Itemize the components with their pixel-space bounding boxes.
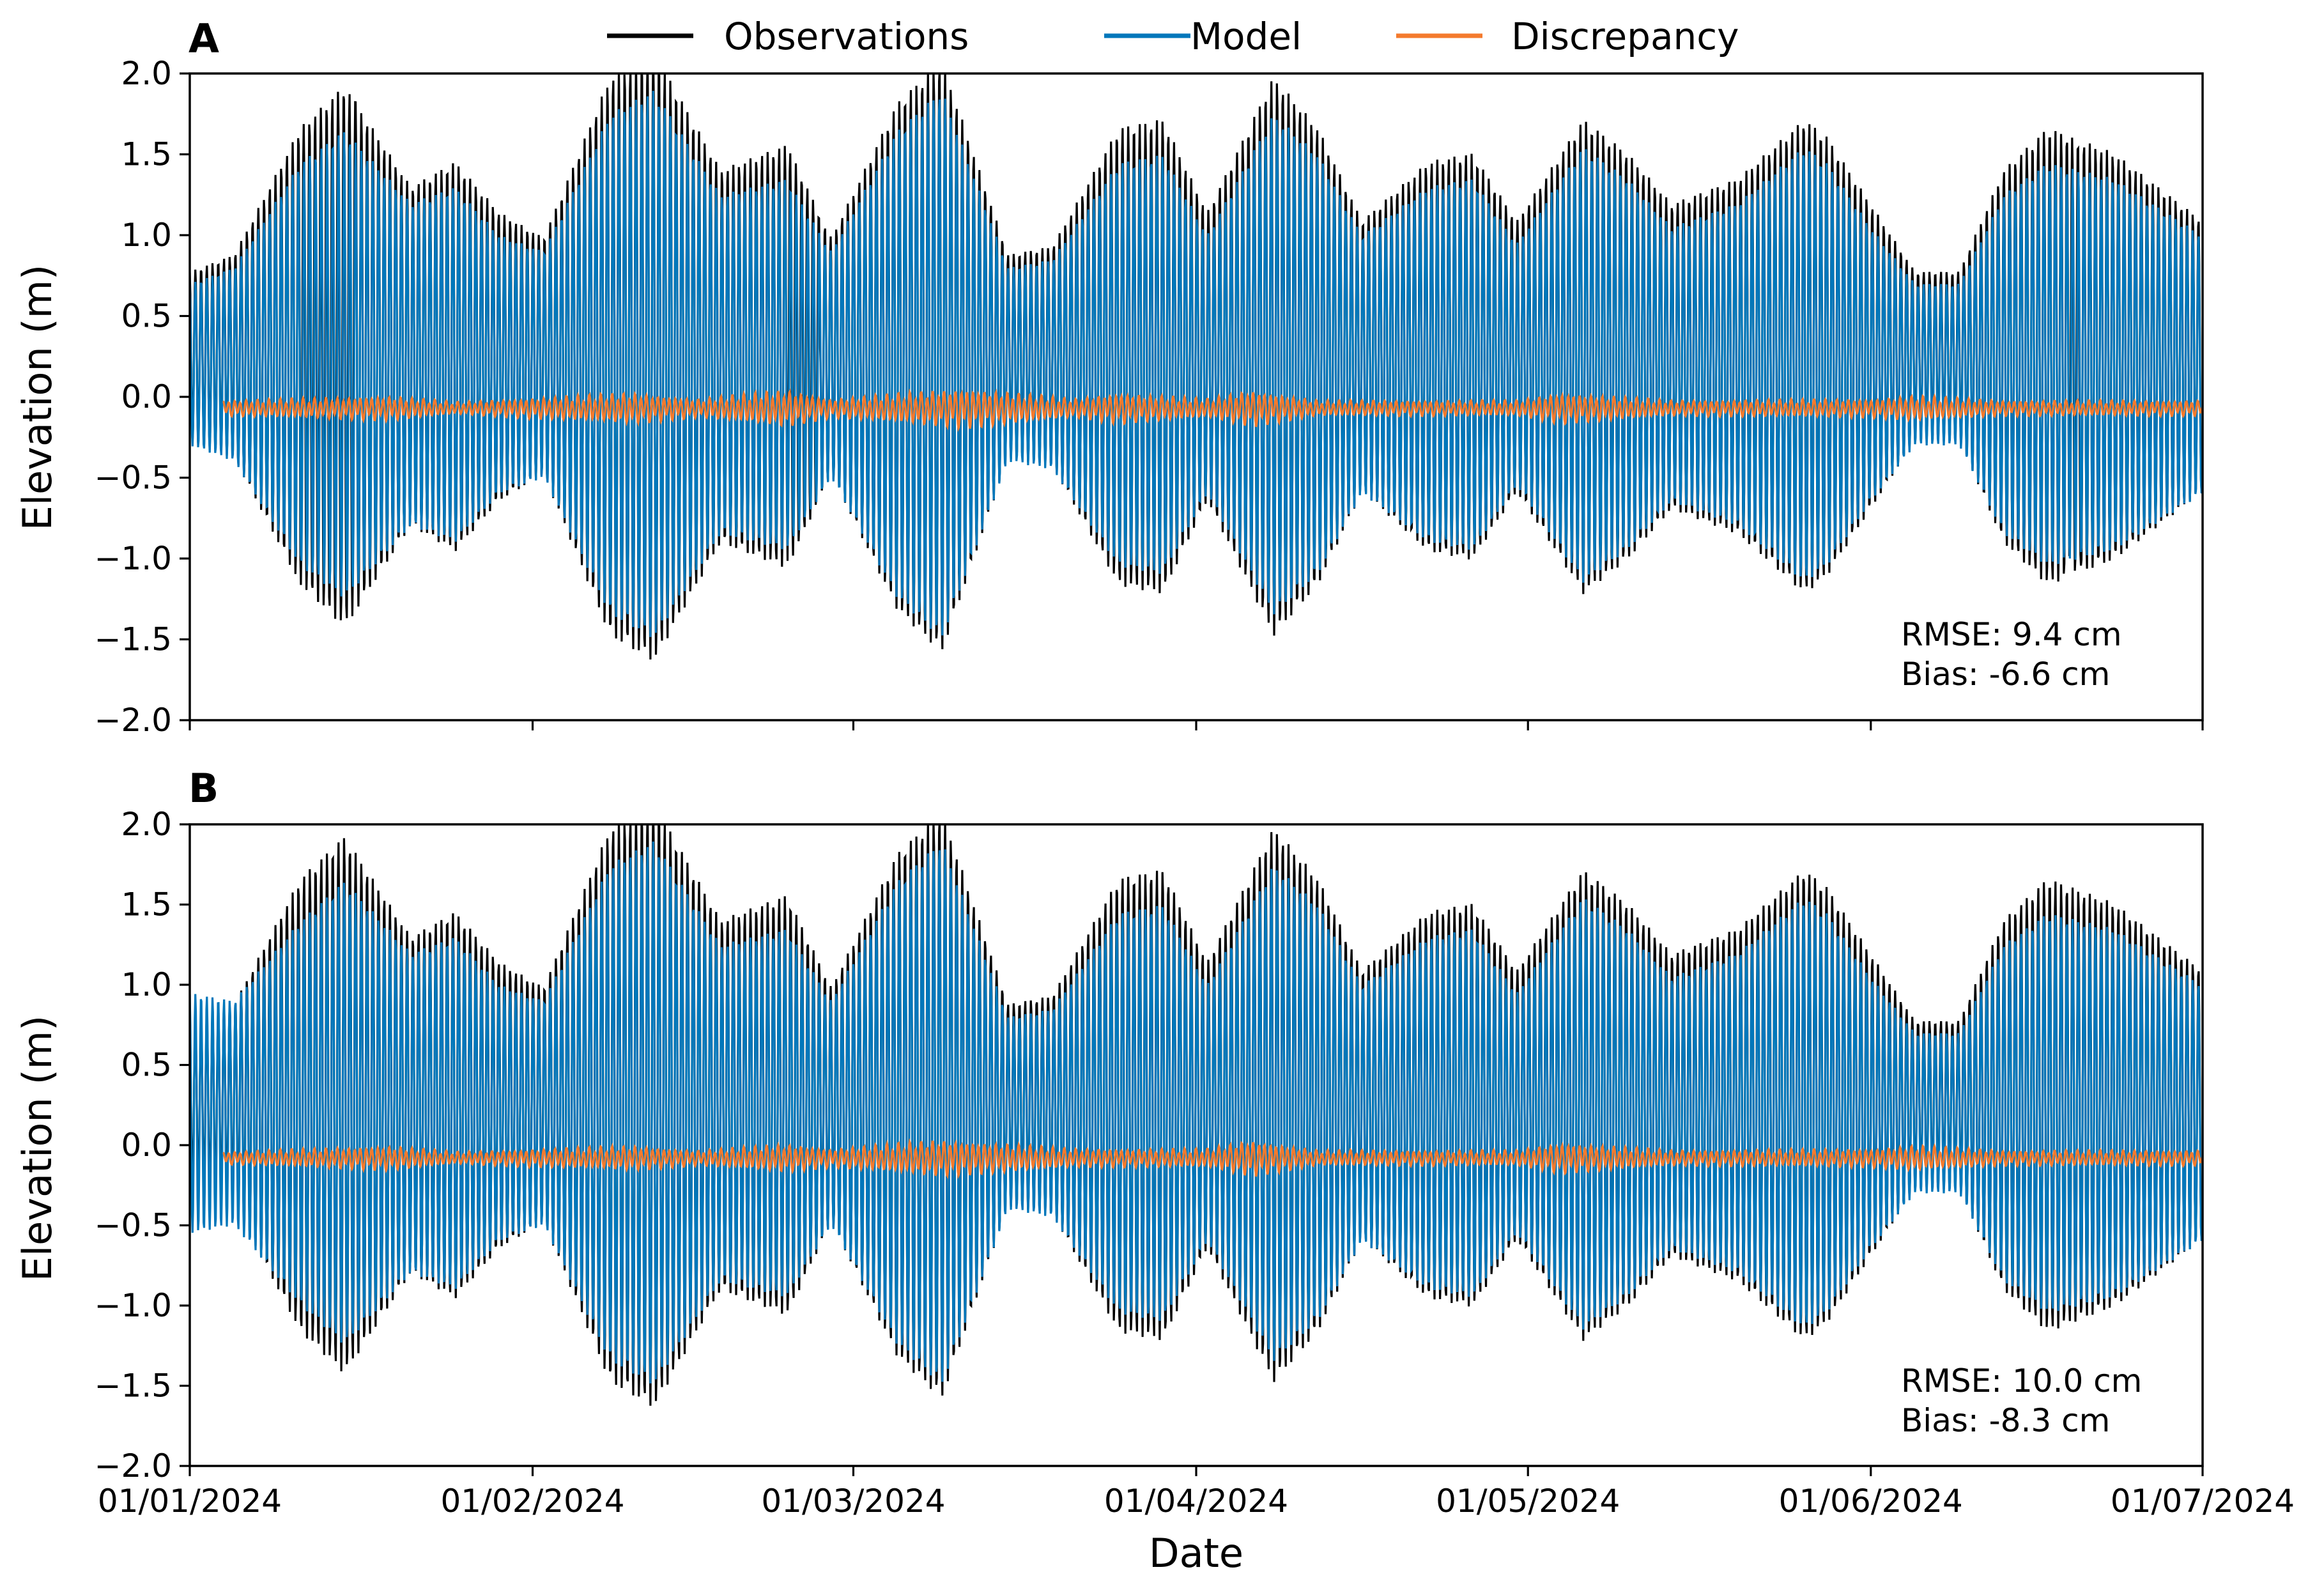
y-tick-label: 2.0 (121, 806, 172, 843)
x-tick-label: 01/04/2024 (1104, 1483, 1288, 1520)
y-axis-label-a: Elevation (m) (14, 265, 61, 530)
y-tick-label: −1.0 (95, 540, 172, 577)
x-tick-label: 01/07/2024 (2111, 1483, 2295, 1520)
y-tick-label: −0.5 (95, 459, 172, 497)
x-tick-label: 01/02/2024 (440, 1483, 624, 1520)
y-tick-label: 1.0 (121, 217, 172, 254)
x-axis-label: Date (1149, 1530, 1243, 1576)
y-tick-label: 2.0 (121, 55, 172, 92)
y-tick-label: −0.5 (95, 1207, 172, 1244)
series-model-b (190, 841, 2203, 1384)
y-tick-label: 0.0 (121, 378, 172, 415)
rmse-text-a: RMSE: 9.4 cm (1901, 616, 2122, 653)
bias-text-b: Bias: -8.3 cm (1901, 1402, 2110, 1439)
y-tick-label: 0.5 (121, 1047, 172, 1084)
y-tick-label: −1.5 (95, 1368, 172, 1405)
y-tick-label: −2.0 (95, 1447, 172, 1484)
rmse-text-b: RMSE: 10.0 cm (1901, 1362, 2142, 1399)
panel-label-b: B (189, 765, 219, 812)
x-ticks-b: 01/01/2024 01/02/2024 01/03/2024 01/04/2024… (98, 1466, 2295, 1520)
panel-b: B Elevation (m) −2.0 −1.5 −1.0 −0.5 0.0 0.5 1.… (14, 765, 2295, 1576)
y-axis-label-b: Elevation (m) (14, 1015, 61, 1281)
y-tick-label: 1.5 (121, 886, 172, 923)
y-tick-label: 1.0 (121, 966, 172, 1003)
legend: Observations Model Discrepancy (607, 15, 1739, 58)
legend-label-model: Model (1190, 15, 1302, 58)
y-ticks-b: −2.0 −1.5 −1.0 −0.5 0.0 0.5 1.0 1.5 2.0 (95, 806, 190, 1484)
y-tick-label: 0.5 (121, 298, 172, 335)
series-discrepancy-b (222, 1137, 2203, 1180)
y-tick-label: −1.5 (95, 621, 172, 658)
y-tick-label: −1.0 (95, 1287, 172, 1324)
series-discrepancy-a (222, 388, 2203, 433)
panel-a: A Elevation (m) −2.0 −1.5 −1.0 −0.5 0.0 0.5 1.… (14, 15, 2204, 739)
y-tick-label: 1.5 (121, 136, 172, 173)
plot-area-b (190, 824, 2203, 1406)
x-ticks-a (189, 720, 2204, 730)
bias-text-a: Bias: -6.6 cm (1901, 656, 2110, 693)
x-tick-label: 01/05/2024 (1436, 1483, 1620, 1520)
x-tick-label: 01/03/2024 (761, 1483, 945, 1520)
y-ticks-a: −2.0 −1.5 −1.0 −0.5 0.0 0.5 1.0 1.5 2.0 (95, 55, 190, 739)
legend-label-observations: Observations (724, 15, 969, 58)
x-tick-label: 01/06/2024 (1779, 1483, 1963, 1520)
y-tick-label: 0.0 (121, 1127, 172, 1164)
legend-label-discrepancy: Discrepancy (1511, 15, 1739, 58)
panel-label-a: A (189, 15, 219, 62)
plot-area-a (190, 73, 2203, 660)
series-model-a (190, 91, 2203, 637)
x-tick-label: 01/01/2024 (98, 1483, 282, 1520)
y-tick-label: −2.0 (95, 702, 172, 739)
